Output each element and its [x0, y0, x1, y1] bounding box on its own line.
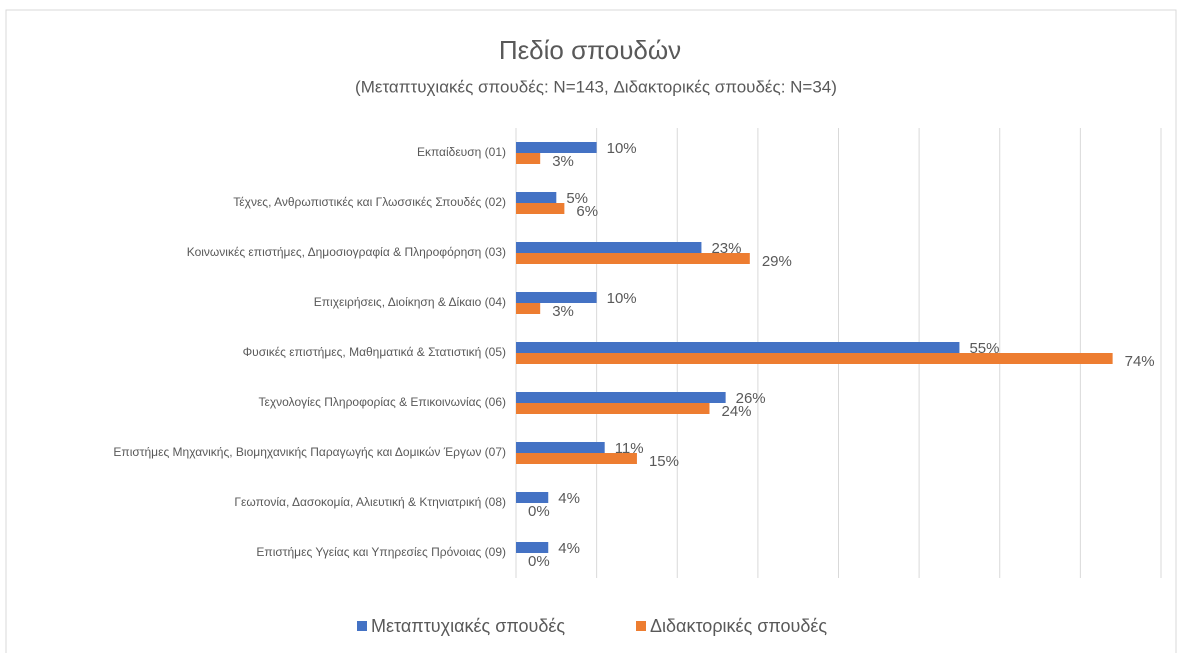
data-label: 10%: [607, 290, 637, 307]
data-label: 23%: [711, 240, 741, 257]
y-tick-label: Γεωπονία, Δασοκομία, Αλιευτική & Κτηνιατ…: [234, 495, 506, 509]
data-label: 29%: [762, 253, 792, 270]
data-label: 5%: [566, 190, 588, 207]
data-label: 24%: [722, 403, 752, 420]
legend-label: Διδακτορικές σπουδές: [650, 616, 827, 636]
data-label: 0%: [528, 503, 550, 520]
y-tick-label: Εκπαίδευση (01): [417, 145, 506, 159]
data-label: 10%: [607, 140, 637, 157]
bar: [516, 442, 605, 453]
bar: [516, 153, 541, 164]
data-label: 55%: [969, 340, 999, 357]
bar: [516, 253, 750, 264]
chart-border: [5, 9, 1177, 658]
y-tick-label: Επιστήμες Μηχανικής, Βιομηχανικής Παραγω…: [113, 445, 506, 459]
data-label: 4%: [558, 540, 580, 557]
bar: [516, 342, 960, 353]
bar: [516, 142, 597, 153]
bar: [516, 192, 557, 203]
bar: [516, 403, 710, 414]
data-label: 26%: [736, 390, 766, 407]
legend-label: Μεταπτυχιακές σπουδές: [371, 616, 565, 636]
data-label: 3%: [552, 153, 574, 170]
bar: [516, 303, 541, 314]
data-label: 6%: [576, 203, 598, 220]
y-tick-label: Κοινωνικές επιστήμες, Δημοσιογραφία & Πλ…: [187, 245, 506, 259]
data-label: 4%: [558, 490, 580, 507]
data-label: 3%: [552, 303, 574, 320]
bar: [516, 392, 726, 403]
bar: [516, 542, 549, 553]
chart-subtitle: (Μεταπτυχιακές σπουδές: N=143, Διδακτορι…: [355, 77, 837, 96]
data-label: 15%: [649, 453, 679, 470]
bar: [516, 292, 597, 303]
bar: [516, 492, 549, 503]
bar: [516, 353, 1113, 364]
bar: [516, 242, 702, 253]
bar: [516, 453, 637, 464]
y-tick-label: Επιχειρήσεις, Διοίκηση & Δίκαιο (04): [314, 295, 506, 309]
legend-swatch: [357, 621, 367, 631]
chart-title: Πεδίο σπουδών: [499, 35, 681, 65]
data-label: 11%: [615, 440, 644, 457]
bar: [516, 203, 565, 214]
y-tick-label: Τεχνολογίες Πληροφορίας & Επικοινωνίας (…: [259, 395, 506, 409]
data-label: 0%: [528, 553, 550, 570]
y-tick-label: Φυσικές επιστήμες, Μαθηματικά & Στατιστι…: [243, 345, 506, 359]
legend-swatch: [636, 621, 646, 631]
y-tick-label: Επιστήμες Υγείας και Υπηρεσίες Πρόνοιας …: [256, 545, 506, 559]
y-tick-label: Τέχνες, Ανθρωπιστικές και Γλωσσικές Σπου…: [233, 195, 506, 209]
data-label: 74%: [1125, 353, 1155, 370]
